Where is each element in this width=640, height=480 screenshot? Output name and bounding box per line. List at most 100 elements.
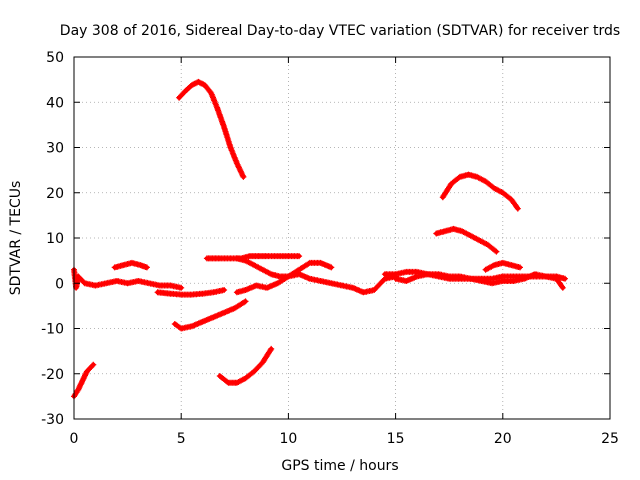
data-point <box>157 283 162 288</box>
data-point <box>84 369 90 374</box>
data-point <box>532 272 538 277</box>
data-point <box>459 229 465 234</box>
y-tick-label: -20 <box>41 367 64 383</box>
data-point <box>91 362 96 367</box>
data-series-arc-5 <box>176 78 247 180</box>
data-point <box>234 256 240 261</box>
data-point <box>275 281 280 286</box>
data-point <box>515 206 520 211</box>
data-point <box>382 276 388 281</box>
data-series-arc-15 <box>482 259 523 273</box>
data-point <box>307 260 312 266</box>
data-point <box>264 285 270 290</box>
x-tick-label: 10 <box>279 431 297 447</box>
data-point <box>494 249 499 254</box>
data-point <box>136 278 141 284</box>
data-series-arc-2 <box>71 266 185 291</box>
data-point <box>200 291 205 296</box>
data-point <box>500 260 505 266</box>
data-point <box>440 195 445 200</box>
data-point <box>211 290 216 295</box>
y-tick-label: 40 <box>46 95 64 111</box>
data-point <box>509 197 514 202</box>
data-point <box>247 253 252 259</box>
data-series-arc-10 <box>233 271 399 296</box>
data-series-arc-3 <box>111 259 150 271</box>
data-point <box>307 276 312 281</box>
data-point <box>232 305 237 311</box>
data-point <box>296 272 302 277</box>
x-axis-label: GPS time / hours <box>281 458 398 474</box>
data-point <box>243 258 248 263</box>
data-point <box>146 281 152 286</box>
data-point <box>286 253 291 259</box>
data-point <box>517 265 523 270</box>
data-point <box>189 324 195 329</box>
x-axis: 0 5 10 15 20 25 <box>70 57 619 447</box>
data-point <box>382 272 388 277</box>
data-point <box>172 321 177 327</box>
x-tick-label: 5 <box>177 431 186 447</box>
data-point <box>209 91 214 96</box>
data-point <box>82 281 87 286</box>
data-point <box>168 291 173 296</box>
data-point <box>114 278 120 284</box>
data-point <box>144 265 150 270</box>
data-point <box>447 276 452 281</box>
data-point <box>234 161 240 166</box>
y-tick-label: 30 <box>46 141 64 157</box>
x-tick-label: 25 <box>601 431 619 447</box>
data-point <box>176 95 182 100</box>
data-point <box>138 262 143 268</box>
y-tick-label: 10 <box>46 231 64 247</box>
data-point <box>196 79 201 85</box>
y-tick-label: -30 <box>41 412 64 428</box>
x-tick-label: 15 <box>387 431 405 447</box>
data-point <box>189 82 195 88</box>
data-point <box>511 278 516 284</box>
data-point <box>202 82 207 88</box>
data-point <box>436 274 441 279</box>
data-point <box>269 272 274 277</box>
data-series-arc-13 <box>439 171 521 212</box>
data-point <box>254 283 259 288</box>
data-point <box>350 285 355 290</box>
data-point <box>425 272 430 277</box>
y-tick-label: 0 <box>55 276 64 292</box>
data-point <box>217 256 222 261</box>
data-point <box>256 253 261 259</box>
data-point <box>215 106 220 112</box>
data-point <box>500 274 505 279</box>
y-axis: -30 -20 -10 0 10 20 30 40 50 <box>41 50 610 428</box>
data-point <box>393 272 398 277</box>
data-point <box>500 190 505 195</box>
data-point <box>414 269 420 275</box>
data-point <box>221 124 227 130</box>
data-point <box>489 281 495 286</box>
data-point <box>286 274 291 279</box>
data-point <box>485 242 490 247</box>
data-series-arc-12 <box>392 271 566 291</box>
data-point <box>500 278 505 284</box>
y-tick-label: 50 <box>46 50 64 66</box>
data-point <box>221 310 227 315</box>
y-tick-label: 20 <box>46 186 64 202</box>
data-point <box>554 276 559 281</box>
data-point <box>264 253 270 259</box>
data-point <box>179 326 184 331</box>
data-point <box>243 287 248 293</box>
data-point <box>466 172 471 177</box>
data-series-arc-7 <box>203 253 303 262</box>
data-point <box>73 285 79 290</box>
data-point <box>477 238 482 243</box>
data-point <box>129 260 135 266</box>
data-point <box>80 378 85 383</box>
data-point <box>339 283 345 288</box>
data-point <box>562 276 568 281</box>
data-point <box>228 256 233 261</box>
data-series-arc-14 <box>433 225 500 255</box>
y-tick-label: -10 <box>41 322 64 338</box>
data-point <box>217 373 222 379</box>
data-point <box>560 285 565 290</box>
data-point <box>457 174 463 180</box>
